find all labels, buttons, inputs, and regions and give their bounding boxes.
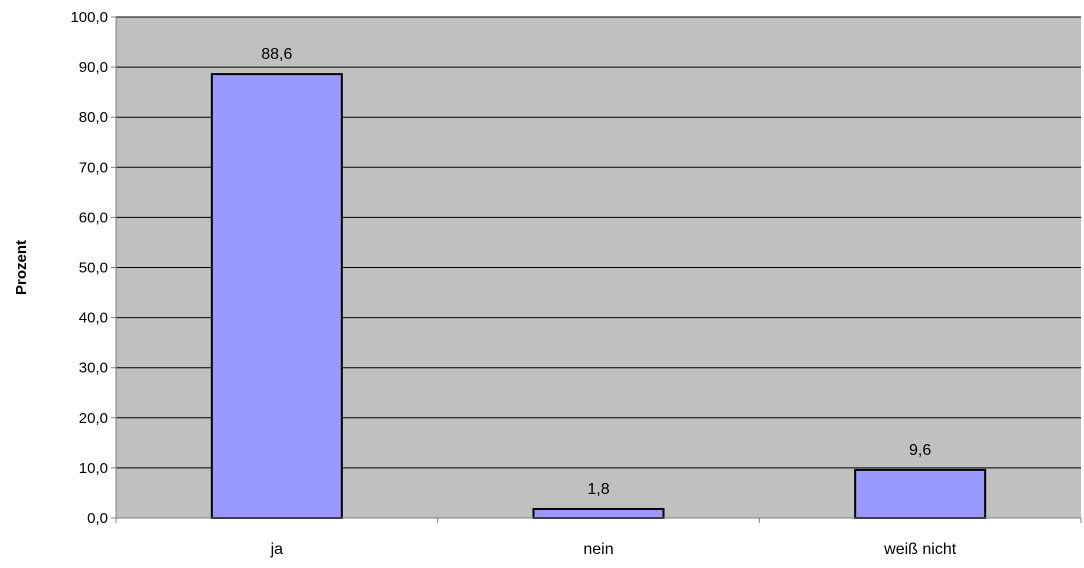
y-tick-label: 100,0: [70, 9, 108, 26]
bar-weiß-nicht: [854, 468, 987, 519]
y-tick-label: 30,0: [79, 360, 108, 377]
y-tick-label: 20,0: [79, 410, 108, 427]
y-tick-label: 80,0: [79, 109, 108, 126]
bars: [210, 73, 987, 519]
data-label: 1,8: [587, 481, 609, 498]
y-tick-label: 60,0: [79, 209, 108, 226]
bar-ja: [210, 73, 343, 519]
data-label: 9,6: [909, 442, 931, 459]
y-axis-title: Prozent: [13, 240, 30, 295]
bar-nein: [532, 507, 665, 519]
y-tick-label: 70,0: [79, 159, 108, 176]
x-tick-label: weiß nicht: [883, 541, 957, 558]
y-tick-label: 10,0: [79, 460, 108, 477]
x-tick-label: ja: [270, 541, 284, 558]
y-tick-label: 40,0: [79, 310, 108, 327]
y-tick-label: 90,0: [79, 59, 108, 76]
x-tick-label: nein: [583, 541, 613, 558]
labels: 0,0 10,0 20,0 30,0 40,0 50,0 60,0 70,0 80,0 90,0 1…: [70, 9, 956, 558]
y-tick-label: 0,0: [87, 510, 108, 527]
axes: [111, 16, 1082, 523]
data-label: 88,6: [261, 46, 292, 63]
y-tick-label: 50,0: [79, 260, 108, 277]
